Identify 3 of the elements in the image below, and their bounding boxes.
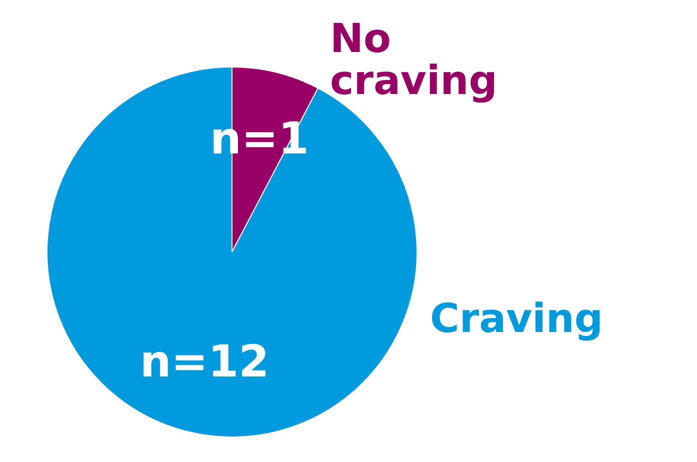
data-label: n=12 bbox=[140, 336, 270, 388]
slice-label: No craving bbox=[330, 16, 498, 104]
slice-label: Craving bbox=[430, 296, 603, 342]
